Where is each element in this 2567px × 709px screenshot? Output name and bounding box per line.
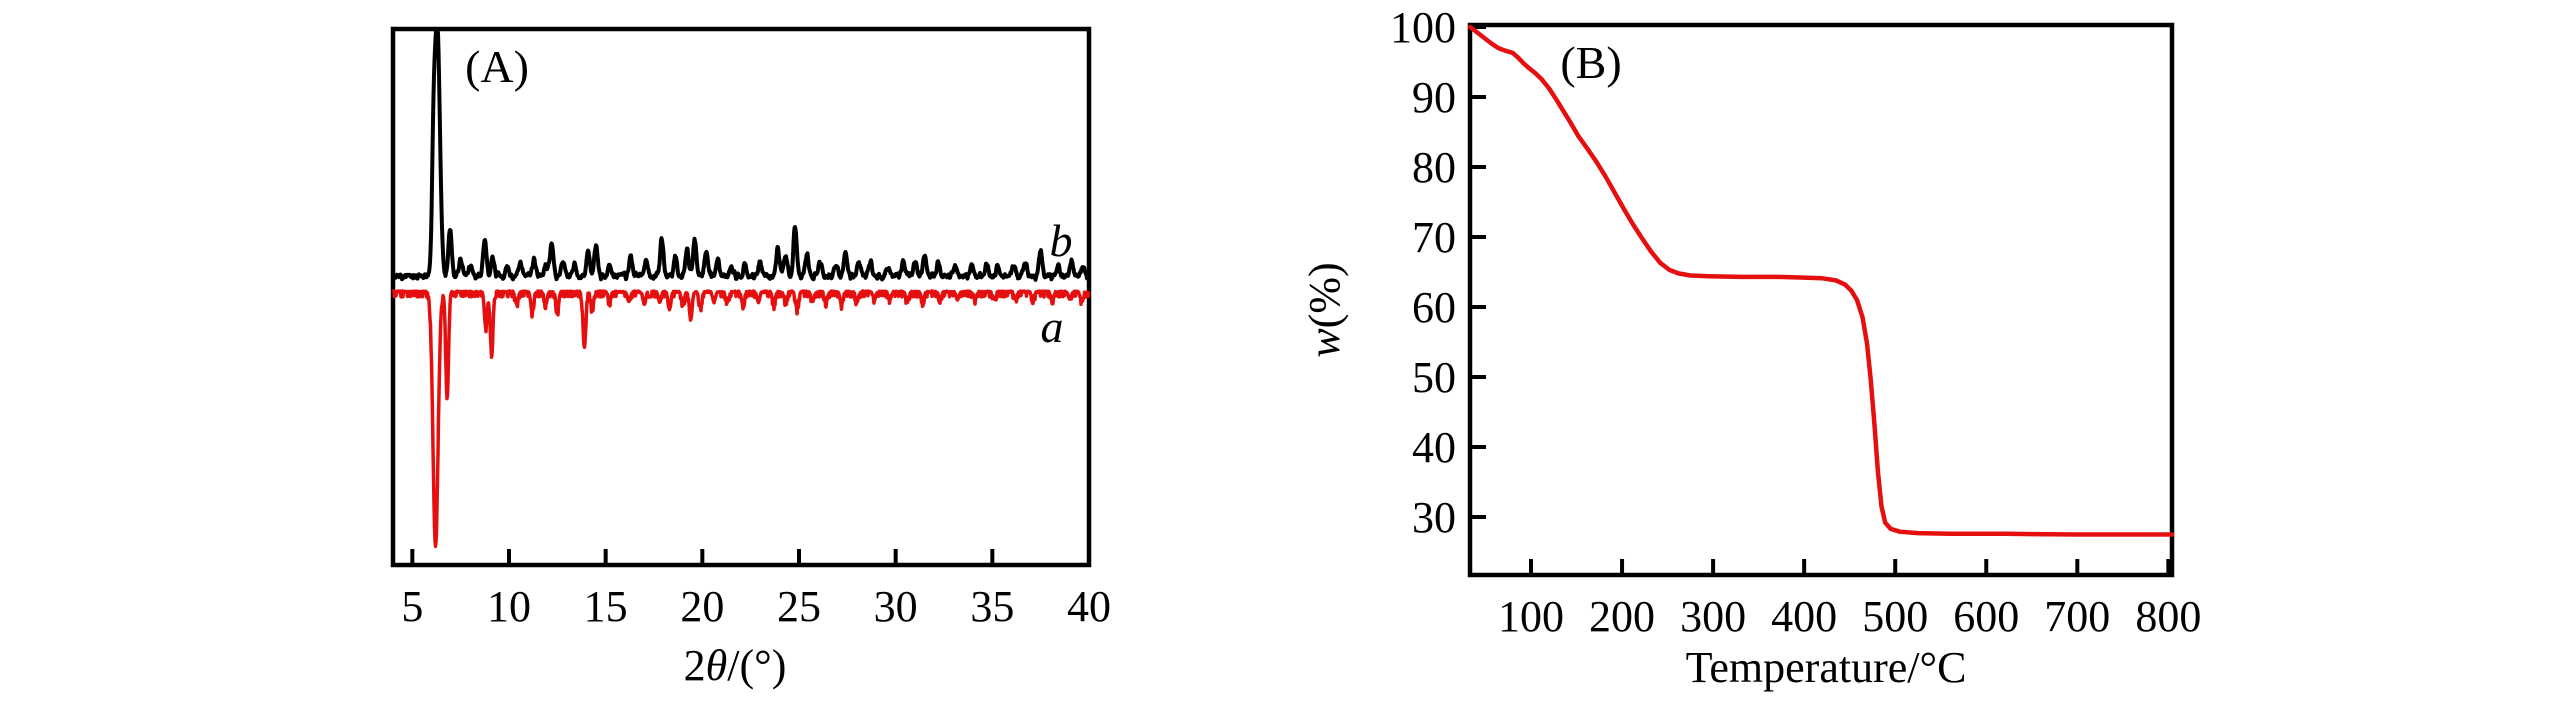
x-tick-label: 500: [1862, 592, 1928, 641]
x-tick-label: 10: [487, 582, 531, 631]
x-tick-label: 35: [970, 582, 1014, 631]
y-tick-label: 40: [1412, 423, 1456, 472]
y-tick-label: 80: [1412, 143, 1456, 192]
y-tick-label: 50: [1412, 353, 1456, 402]
x-tick-label: 300: [1680, 592, 1746, 641]
x-tick-label: 600: [1953, 592, 2019, 641]
x-tick-label: 100: [1498, 592, 1564, 641]
x-tick-label: 25: [777, 582, 821, 631]
x-tick-label: 200: [1589, 592, 1655, 641]
y-tick-label: 60: [1412, 283, 1456, 332]
trace-b-label: b: [1050, 215, 1073, 266]
y-tick-label: 100: [1390, 3, 1456, 52]
x-tick-label: 5: [401, 582, 423, 631]
x-tick-label: 700: [2044, 592, 2110, 641]
trace-a-label: a: [1041, 301, 1064, 352]
x-tick-label: 30: [874, 582, 918, 631]
y-tick-label: 90: [1412, 73, 1456, 122]
xrd-dynamic-layer: 5 10 15 20 25 30 35 40: [391, 29, 1111, 631]
x-tick-label: 40: [1067, 582, 1111, 631]
y-tick-label: 70: [1412, 213, 1456, 262]
panel-a-label: (A): [465, 41, 529, 92]
xrd-trace-b: [391, 29, 1091, 282]
tga-y-axis-title: w(%): [1300, 262, 1349, 357]
tga-dynamic-layer: 100 200 300 400 500 600 700 800 30 40 50 60 70 80 90 10…: [1390, 3, 2201, 641]
tga-plot-border: [1467, 22, 2175, 578]
xrd-trace-a: [391, 289, 1091, 549]
x-tick-label: 15: [584, 582, 628, 631]
tga-panel: 100 200 300 400 500 600 700 800 30 40 50 60 70 80 90 10…: [1300, 3, 2201, 692]
x-tick-label: 400: [1771, 592, 1837, 641]
x-tick-label: 20: [680, 582, 724, 631]
xrd-x-axis-title: 2θ/(°): [684, 641, 787, 690]
x-tick-label: 800: [2135, 592, 2201, 641]
panel-b-label: (B): [1560, 37, 1621, 88]
xrd-panel: 5 10 15 20 25 30 35 40 (A) b a 2θ/(°): [390, 26, 1111, 690]
tga-x-axis-title: Temperature/°C: [1686, 643, 1967, 692]
y-tick-label: 30: [1412, 493, 1456, 542]
tga-curve: [1467, 24, 2175, 537]
